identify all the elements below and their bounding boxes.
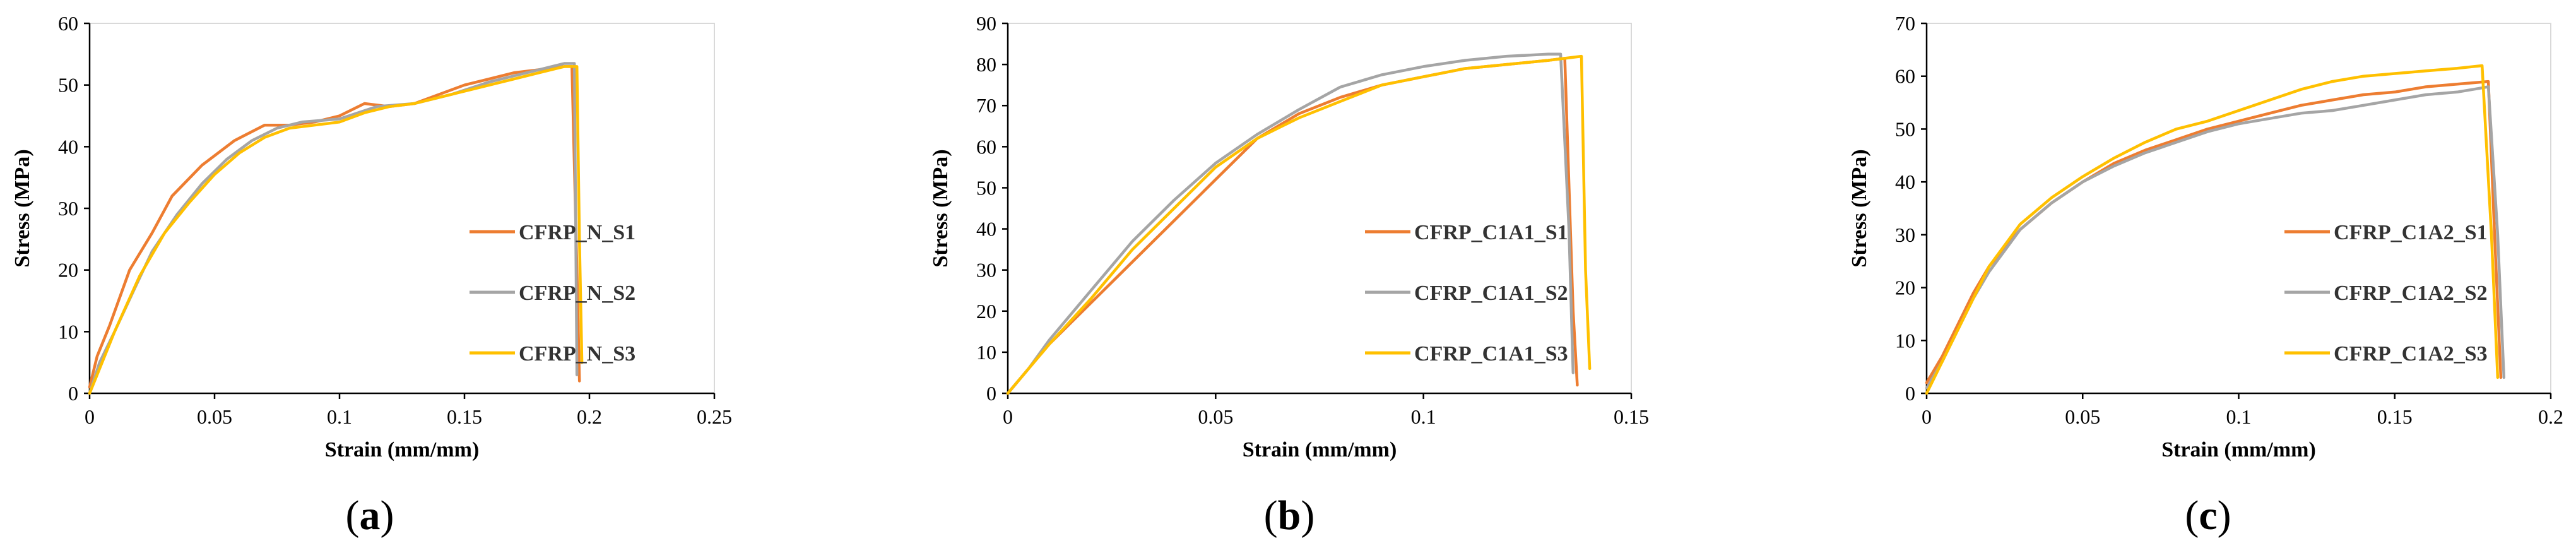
legend-label: CFRP_C1A1_S3 (1414, 342, 1568, 366)
y-tick-label: 60 (976, 135, 996, 158)
x-tick-label: 0.05 (2065, 405, 2100, 428)
plot-area-border (1007, 23, 1632, 394)
y-tick-label: 20 (58, 259, 78, 282)
panel-label: (b) (1264, 492, 1315, 539)
series-line-CFRP_C1A1_S3 (1006, 54, 1592, 395)
panel-label: (a) (346, 492, 394, 539)
y-tick-label: 30 (1895, 223, 1915, 246)
legend-label: CFRP_N_S2 (519, 282, 635, 305)
x-tick-label: 0.15 (1614, 405, 1649, 428)
x-axis-title: Strain (mm/mm) (325, 438, 480, 462)
x-tick-label: 0 (1003, 405, 1013, 428)
y-tick-label: 50 (1895, 117, 1915, 140)
y-tick-label: 20 (976, 300, 996, 323)
y-axis-title: Stress (MPa) (1848, 149, 1871, 267)
y-tick-label: 30 (58, 197, 78, 220)
x-tick-label: 0.1 (1411, 405, 1436, 428)
x-axis-title: Strain (mm/mm) (1243, 438, 1397, 462)
y-tick-label: 0 (68, 382, 78, 405)
series-line-CFRP_C1A2_S2 (1925, 85, 2506, 390)
legend-label: CFRP_C1A1_S1 (1414, 221, 1568, 244)
y-tick-label: 40 (1895, 170, 1915, 193)
y-tick-label: 0 (986, 382, 996, 405)
y-axis-title: Stress (MPa) (11, 149, 34, 267)
y-tick-label: 50 (976, 176, 996, 199)
plot-area-border (1926, 23, 2551, 394)
x-tick-label: 0.1 (2226, 405, 2252, 428)
y-tick-label: 60 (1895, 65, 1915, 88)
series-line-CFRP_C1A2_S3 (1925, 64, 2500, 395)
x-tick-label: 0.2 (577, 405, 602, 428)
series-line-CFRP_N_S1 (88, 65, 581, 389)
y-tick-label: 0 (1905, 382, 1915, 405)
y-tick-label: 70 (1895, 12, 1915, 35)
y-tick-label: 90 (976, 12, 996, 35)
y-tick-label: 40 (976, 218, 996, 241)
legend-label: CFRP_C1A1_S2 (1414, 282, 1568, 305)
y-tick-label: 30 (976, 259, 996, 282)
x-tick-label: 0.15 (447, 405, 482, 428)
x-tick-label: 0.2 (2538, 405, 2563, 428)
legend-label: CFRP_N_S3 (519, 342, 635, 366)
chart-panel-a: 0 10 20 30 40 50 60 0 0.05 0.1 0.15 0.2 0.25 Strain (… (11, 12, 732, 539)
y-tick-label: 10 (1895, 329, 1915, 352)
series-line-CFRP_N_S2 (88, 62, 579, 395)
series-line-CFRP_C1A1_S2 (1006, 52, 1575, 395)
y-tick-label: 20 (1895, 277, 1915, 299)
y-tick-label: 40 (58, 135, 78, 158)
panel-label: (c) (2185, 492, 2231, 539)
legend-label: CFRP_C1A2_S1 (2334, 221, 2488, 244)
y-tick-label: 80 (976, 53, 996, 76)
chart-panel-b: 0 10 20 30 40 50 60 70 80 90 0 0.05 0.1 0.15 Strain (m… (929, 12, 1649, 539)
y-tick-label: 10 (976, 341, 996, 364)
x-tick-label: 0.1 (327, 405, 352, 428)
legend-label: CFRP_C1A2_S2 (2334, 282, 2488, 305)
x-tick-label: 0.15 (2377, 405, 2413, 428)
y-tick-label: 10 (58, 320, 78, 343)
x-tick-label: 0.25 (697, 405, 732, 428)
chart-panel-c: 0 10 20 30 40 50 60 70 0 0.05 0.1 0.15 0.2 Strain (mm… (1848, 12, 2563, 539)
series-line-CFRP_N_S3 (88, 65, 584, 395)
x-tick-label: 0 (85, 405, 95, 428)
legend-label: CFRP_N_S1 (519, 221, 635, 244)
y-tick-label: 60 (58, 12, 78, 35)
x-tick-label: 0.05 (197, 405, 232, 428)
y-tick-label: 70 (976, 94, 996, 117)
y-axis-title: Stress (MPa) (929, 149, 952, 267)
x-tick-label: 0 (1922, 405, 1932, 428)
legend-label: CFRP_C1A2_S3 (2334, 342, 2488, 366)
y-tick-label: 50 (58, 74, 78, 97)
x-tick-label: 0.05 (1198, 405, 1233, 428)
x-axis-title: Strain (mm/mm) (2161, 438, 2316, 462)
